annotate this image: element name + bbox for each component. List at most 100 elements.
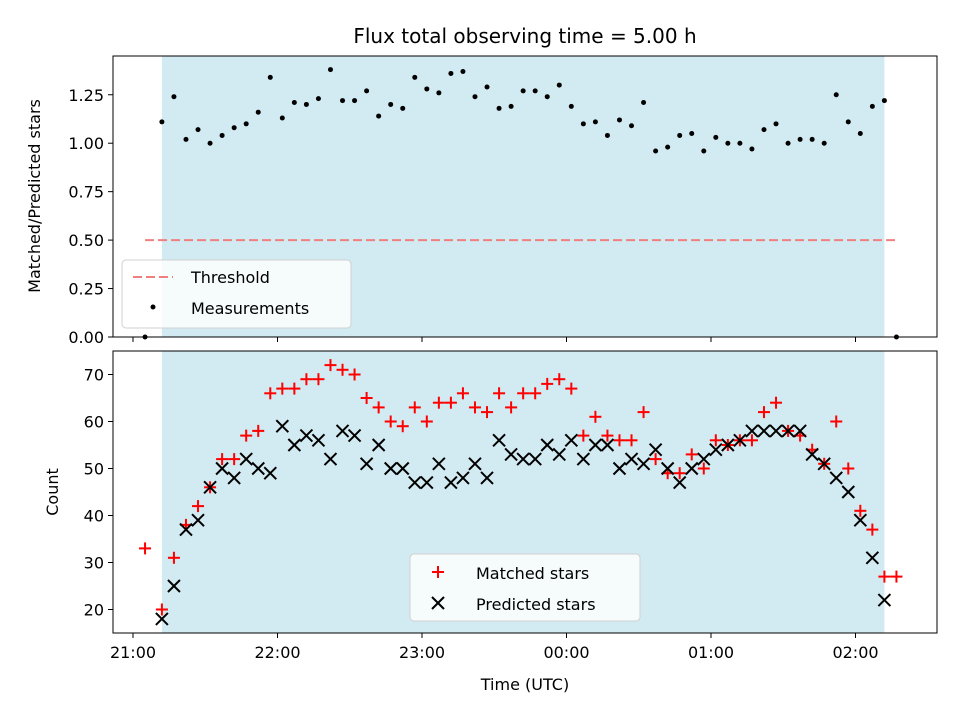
matched-star-point	[697, 462, 710, 475]
chart-title: Flux total observing time = 5.00 h	[353, 24, 696, 48]
x-tick-label: 01:00	[688, 643, 734, 662]
predicted-star-point	[468, 457, 482, 471]
measurement-point	[303, 101, 309, 107]
predicted-star-point	[396, 461, 410, 476]
predicted-star-point	[552, 447, 566, 462]
matched-star-point	[139, 542, 152, 555]
predicted-star-point	[335, 424, 350, 438]
measurement-point	[821, 140, 827, 146]
matched-star-point	[649, 453, 662, 466]
measurement-point	[195, 127, 201, 133]
predicted-star-point	[480, 471, 494, 485]
measurement-point	[833, 92, 839, 98]
matched-legend-swatch	[432, 566, 444, 578]
measurement-point	[809, 136, 815, 142]
matched-star-point	[216, 453, 229, 466]
bottom-y-tick-label: 70	[84, 366, 104, 385]
predicted-star-point	[745, 424, 759, 438]
predicted-star-point	[227, 471, 241, 485]
bottom-y-tick-label: 60	[84, 413, 104, 432]
top-y-axis-label: Matched/Predicted stars	[25, 99, 44, 293]
predicted-star-point	[576, 452, 591, 466]
measurement-point	[400, 105, 406, 111]
predicted-star-point	[685, 461, 699, 476]
matched-star-point	[770, 396, 783, 409]
measurement-point	[520, 88, 526, 94]
x-tick-label: 22:00	[254, 643, 300, 662]
measurement-point	[869, 103, 875, 109]
threshold-legend-label: Threshold	[190, 268, 270, 287]
predicted-star-point	[432, 457, 446, 471]
matched-star-point	[890, 570, 903, 583]
matched-star-point	[709, 434, 722, 447]
matched-star-point	[264, 387, 277, 400]
predicted-star-point	[275, 419, 290, 433]
measurement-point	[713, 134, 719, 140]
matched-star-point	[505, 401, 518, 414]
matched-star-point	[192, 500, 205, 513]
measurement-point	[845, 119, 851, 125]
matched-star-point	[493, 387, 506, 400]
predicted-star-point	[648, 442, 663, 457]
predicted-star-point	[239, 452, 253, 466]
predicted-star-point	[733, 433, 747, 448]
matched-star-point	[167, 551, 180, 564]
predicted-star-point	[829, 471, 843, 485]
matched-star-point	[553, 373, 566, 386]
predicted-star-point	[215, 461, 229, 476]
top-legend: Threshold Measurements	[121, 259, 352, 329]
matched-star-point	[613, 434, 626, 447]
measurement-point	[857, 131, 863, 137]
measurement-point	[376, 113, 382, 119]
measurement-point	[448, 70, 454, 76]
bottom-y-tick-label: 30	[84, 554, 104, 573]
predicted-star-point	[203, 480, 217, 495]
measurement-point	[159, 119, 165, 125]
measurement-point	[327, 67, 333, 73]
measurement-point	[243, 121, 249, 127]
predicted-star-point	[636, 457, 651, 471]
top-y-tick-label: 0.50	[68, 231, 104, 250]
x-axis-label: Time (UTC)	[480, 675, 569, 694]
matched-star-point	[324, 359, 337, 372]
measurement-point	[580, 121, 586, 127]
matched-star-point	[456, 387, 469, 400]
measurement-point	[388, 101, 394, 107]
matched-star-point	[673, 467, 686, 480]
predicted-star-point	[853, 513, 868, 527]
predicted-star-point	[672, 475, 687, 490]
bottom-y-axis-label: Count	[43, 468, 62, 516]
measurement-point	[773, 121, 779, 127]
measurement-point	[737, 140, 743, 146]
predicted-star-point	[492, 433, 506, 448]
matched-star-point	[878, 570, 891, 583]
predicted-star-point	[564, 433, 579, 448]
measurement-point	[340, 98, 346, 104]
predicted-star-point	[383, 461, 398, 476]
predicted-star-point	[721, 438, 735, 452]
matched-star-point	[757, 406, 770, 419]
measurement-point	[219, 132, 225, 138]
predicted-star-point	[179, 522, 193, 537]
predicted-legend-swatch	[431, 596, 445, 610]
measurement-point	[484, 84, 490, 90]
predicted-star-point	[359, 457, 374, 471]
matched-star-point	[432, 396, 445, 409]
measurement-point	[171, 94, 177, 100]
predicted-star-point	[781, 424, 795, 438]
matched-star-point	[420, 415, 433, 428]
measurement-point	[629, 123, 635, 129]
measurement-point	[761, 127, 767, 133]
bottom-y-tick-label: 50	[84, 460, 104, 479]
measurement-point	[701, 148, 707, 154]
predicted-star-point	[516, 452, 530, 466]
top-y-tick-label: 1.25	[68, 86, 104, 105]
measurement-point	[677, 132, 683, 138]
matched-star-point	[155, 603, 168, 616]
measurement-point	[291, 100, 297, 106]
measurement-point	[412, 74, 418, 80]
matched-star-point	[830, 415, 843, 428]
measurement-point	[460, 69, 466, 75]
predicted-star-point	[624, 452, 639, 466]
measurements-legend-label: Measurements	[191, 299, 309, 318]
